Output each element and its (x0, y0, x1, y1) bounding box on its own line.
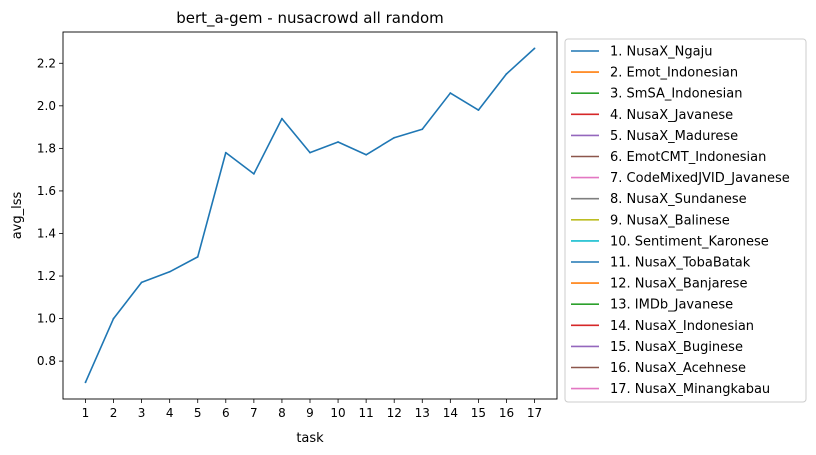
plot-frame (62, 31, 558, 400)
x-tick-label: 1 (82, 406, 90, 420)
y-tick-label: 1.2 (37, 269, 56, 283)
chart-title: bert_a-gem - nusacrowd all random (176, 9, 444, 28)
y-tick-label: 1.4 (37, 226, 56, 240)
y-axis-label: avg_lss (10, 191, 25, 239)
legend-entry: 5. NusaX_Madurese (571, 129, 738, 144)
legend-frame (564, 38, 807, 403)
data-point (533, 47, 536, 50)
legend-entry: 11. NusaX_TobaBatak (571, 256, 751, 271)
legend-label: 4. NusaX_Javanese (610, 108, 733, 123)
legend-label: 17. NusaX_Minangkabau (610, 382, 770, 397)
data-point (112, 317, 115, 320)
legend-entry: 4. NusaX_Javanese (571, 108, 733, 123)
legend-label: 5. NusaX_Madurese (610, 129, 738, 144)
legend-label: 11. NusaX_TobaBatak (610, 256, 751, 271)
series-lines (84, 47, 536, 384)
legend-entry: 7. CodeMixedJVID_Javanese (571, 171, 790, 186)
y-axis: 0.8 1.0 1.2 1.4 1.6 1.8 2.0 2.2 (37, 56, 63, 368)
x-tick-label: 6 (222, 406, 230, 420)
data-point (505, 73, 508, 75)
data-point (281, 117, 283, 120)
x-tick-label: 7 (250, 406, 258, 420)
legend-label: 7. CodeMixedJVID_Javanese (610, 171, 790, 186)
legend-entry: 12. NusaX_Banjarese (571, 277, 747, 292)
x-tick-label: 9 (306, 406, 314, 420)
legend-label: 12. NusaX_Banjarese (610, 277, 747, 292)
x-tick-label: 3 (138, 406, 146, 420)
x-tick-label: 2 (110, 406, 118, 420)
legend-label: 8. NusaX_Sundanese (610, 192, 747, 207)
x-tick-label: 8 (278, 406, 286, 420)
legend-label: 14. NusaX_Indonesian (610, 319, 754, 334)
data-point (421, 128, 424, 131)
x-tick-label: 15 (471, 406, 486, 420)
x-tick-label: 14 (443, 406, 458, 420)
legend-entry: 17. NusaX_Minangkabau (571, 382, 770, 397)
legend-entries: 1. NusaX_Ngaju 2. Emot_Indonesian 3. SmSA_… (571, 45, 790, 397)
data-point (224, 151, 227, 154)
data-point (309, 151, 311, 154)
data-point (140, 281, 143, 284)
legend-label: 15. NusaX_Buginese (610, 340, 743, 355)
data-point (393, 136, 396, 139)
data-point (477, 109, 480, 111)
y-tick-label: 1.0 (37, 312, 56, 326)
legend-label: 13. IMDb_Javanese (610, 298, 733, 313)
y-tick-label: 1.8 (37, 141, 56, 155)
data-point (84, 381, 87, 384)
x-tick-label: 10 (330, 406, 345, 420)
legend-entry: 6. EmotCMT_Indonesian (571, 150, 766, 165)
x-tick-label: 17 (527, 406, 542, 420)
data-point (365, 153, 368, 156)
x-tick-label: 4 (166, 406, 174, 420)
legend-label: 10. Sentiment_Karonese (610, 234, 769, 249)
y-tick-label: 2.2 (37, 56, 56, 70)
legend-entry: 10. Sentiment_Karonese (571, 234, 769, 249)
legend-entry: 14. NusaX_Indonesian (571, 319, 754, 334)
x-axis-label: task (296, 431, 324, 446)
data-point (337, 141, 339, 143)
x-tick-label: 11 (358, 406, 373, 420)
legend-label: 3. SmSA_Indonesian (610, 87, 742, 102)
data-point (449, 92, 452, 94)
legend-entry: 2. Emot_Indonesian (571, 66, 738, 81)
legend-entry: 8. NusaX_Sundanese (571, 192, 747, 207)
legend-label: 9. NusaX_Balinese (610, 213, 730, 228)
x-tick-label: 16 (499, 406, 514, 420)
legend-entry: 16. NusaX_Acehnese (571, 361, 746, 376)
x-tick-label: 5 (194, 406, 202, 420)
legend-entry: 13. IMDb_Javanese (571, 298, 733, 313)
legend-entry: 9. NusaX_Balinese (571, 213, 730, 228)
x-tick-label: 13 (415, 406, 430, 420)
legend-label: 16. NusaX_Acehnese (610, 361, 746, 376)
y-tick-label: 0.8 (37, 354, 56, 368)
legend-label: 6. EmotCMT_Indonesian (610, 150, 766, 165)
data-point (252, 173, 255, 175)
plot-area: 1 2 3 4 5 6 7 8 9 10 11 12 13 14 15 16 17 0.81.01.21.41.… (37, 31, 558, 420)
legend-label: 1. NusaX_Ngaju (610, 45, 712, 60)
y-tick-label: 2.0 (37, 99, 56, 113)
x-axis: 1 2 3 4 5 6 7 8 9 10 11 12 13 14 15 16 17 (82, 399, 542, 420)
legend: 1. NusaX_Ngaju 2. Emot_Indonesian 3. SmSA_… (564, 38, 807, 403)
legend-entry: 15. NusaX_Buginese (571, 340, 743, 355)
legend-entry: 3. SmSA_Indonesian (571, 87, 742, 102)
y-tick-label: 1.6 (37, 184, 56, 198)
legend-entry: 1. NusaX_Ngaju (571, 45, 712, 60)
legend-label: 2. Emot_Indonesian (610, 66, 738, 81)
data-point (168, 270, 171, 273)
data-point (196, 255, 199, 258)
x-tick-label: 12 (387, 406, 402, 420)
